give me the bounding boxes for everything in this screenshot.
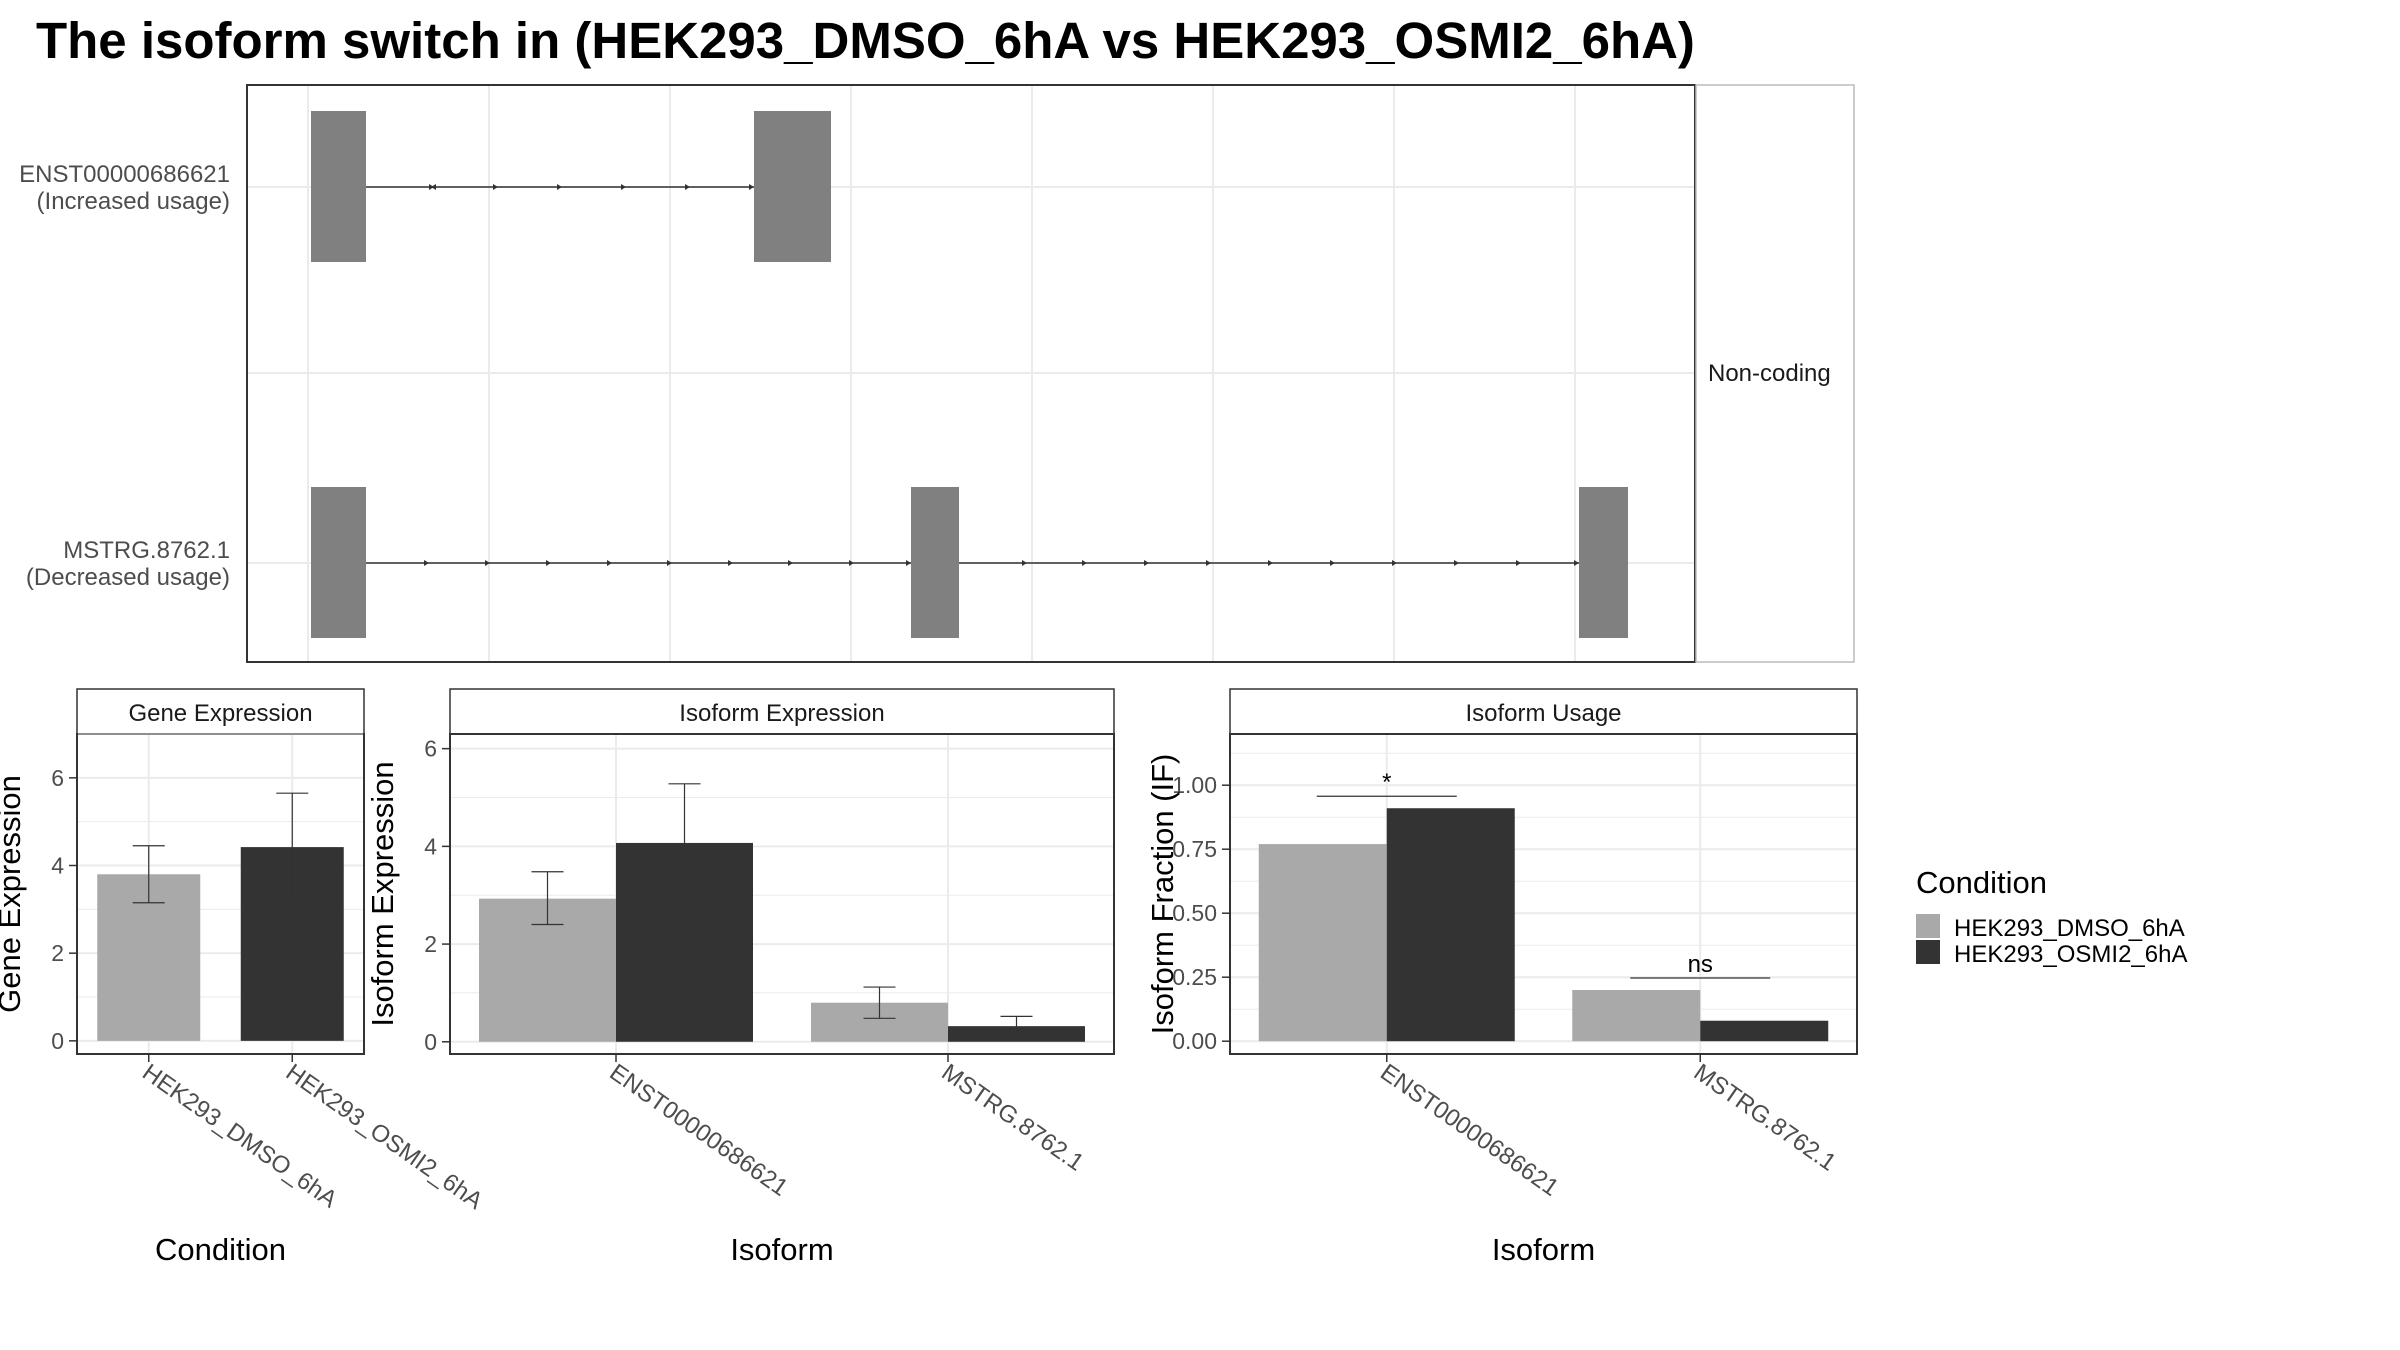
transcript-1-usage: (Increased usage) bbox=[37, 188, 230, 215]
panel-strip bbox=[1229, 688, 1858, 735]
gene-expression-chart: Gene Expression0246HEK293_DMSO_6hAHEK293… bbox=[0, 688, 488, 1267]
x-axis-label: Condition bbox=[155, 1232, 286, 1267]
panel-strip bbox=[76, 688, 365, 735]
y-tick-label: 0.75 bbox=[1172, 836, 1217, 862]
y-tick-label: 0 bbox=[51, 1028, 64, 1054]
transcript-2-exon bbox=[311, 487, 366, 638]
transcript-1-direction-arrows bbox=[429, 184, 754, 190]
legend-swatch-dmso bbox=[1916, 914, 1940, 938]
transcript-1-name: ENST00000686621 bbox=[19, 161, 230, 188]
panel-title: Gene Expression bbox=[128, 700, 312, 727]
y-axis-label: Isoform Expression bbox=[365, 761, 400, 1026]
transcript-1-exon bbox=[311, 111, 366, 262]
y-axis-label: Isoform Fraction (IF) bbox=[1145, 754, 1180, 1035]
y-tick-label: 4 bbox=[424, 833, 437, 859]
y-tick-label: 2 bbox=[51, 940, 64, 966]
transcript-structure-panel: Non-coding ENST00000686621 (Increased us… bbox=[19, 84, 1855, 663]
legend-label-osmi2: HEK293_OSMI2_6hA bbox=[1954, 941, 2187, 968]
structure-strip bbox=[1695, 84, 1855, 663]
y-tick-label: 2 bbox=[424, 931, 437, 957]
transcript-2-exon bbox=[1579, 487, 1628, 638]
y-tick-label: 0.50 bbox=[1172, 900, 1217, 926]
y-tick-label: 6 bbox=[424, 736, 437, 762]
x-tick-label: MSTRG.8762.1 bbox=[937, 1059, 1089, 1177]
bar bbox=[1572, 990, 1701, 1042]
transcript-2-direction-arrows bbox=[424, 560, 1579, 566]
transcript-2-exon bbox=[911, 487, 959, 638]
transcript-2-name: MSTRG.8762.1 bbox=[63, 537, 230, 564]
y-tick-label: 0.25 bbox=[1172, 964, 1217, 990]
bar bbox=[1386, 808, 1515, 1042]
transcript-1-exon bbox=[754, 111, 831, 262]
x-tick-label: ENST00000686621 bbox=[1375, 1059, 1563, 1202]
significance-label: ns bbox=[1688, 951, 1713, 978]
x-tick-label: MSTRG.8762.1 bbox=[1689, 1059, 1841, 1177]
bar bbox=[1700, 1020, 1829, 1042]
x-tick-label: ENST00000686621 bbox=[605, 1059, 793, 1202]
significance-label: * bbox=[1382, 769, 1391, 796]
legend-swatch-osmi2 bbox=[1916, 940, 1940, 964]
legend-title: Condition bbox=[1916, 865, 2047, 900]
panel-title: Isoform Usage bbox=[1465, 700, 1621, 727]
legend: Condition HEK293_DMSO_6hA HEK293_OSMI2_6… bbox=[1916, 865, 2187, 968]
x-axis-label: Isoform bbox=[730, 1232, 833, 1267]
isoform-usage-chart: Isoform Usage 0.00 0.25 0.50 0.75 1.00 ENST000… bbox=[1145, 688, 1858, 1267]
legend-label-dmso: HEK293_DMSO_6hA bbox=[1954, 915, 2185, 942]
y-tick-label: 0 bbox=[424, 1029, 437, 1055]
y-tick-label: 1.00 bbox=[1172, 772, 1217, 798]
isoform-expression-chart: Isoform Expression 0 2 4 6 ENST00000686621 MST… bbox=[365, 688, 1115, 1267]
transcript-2-usage: (Decreased usage) bbox=[26, 564, 230, 591]
x-axis-label: Isoform bbox=[1492, 1232, 1595, 1267]
panel-title: Isoform Expression bbox=[679, 700, 884, 727]
y-axis-label: Gene Expression bbox=[0, 775, 27, 1013]
transcript-2-model bbox=[311, 487, 1628, 638]
bar bbox=[1258, 844, 1387, 1042]
y-tick-label: 6 bbox=[51, 765, 64, 791]
transcript-1-model bbox=[311, 111, 831, 262]
strip-label: Non-coding bbox=[1708, 360, 1831, 387]
figure-title: The isoform switch in (HEK293_DMSO_6hA v… bbox=[36, 12, 1695, 69]
y-tick-label: 4 bbox=[51, 853, 64, 879]
y-tick-label: 0.00 bbox=[1172, 1028, 1217, 1054]
